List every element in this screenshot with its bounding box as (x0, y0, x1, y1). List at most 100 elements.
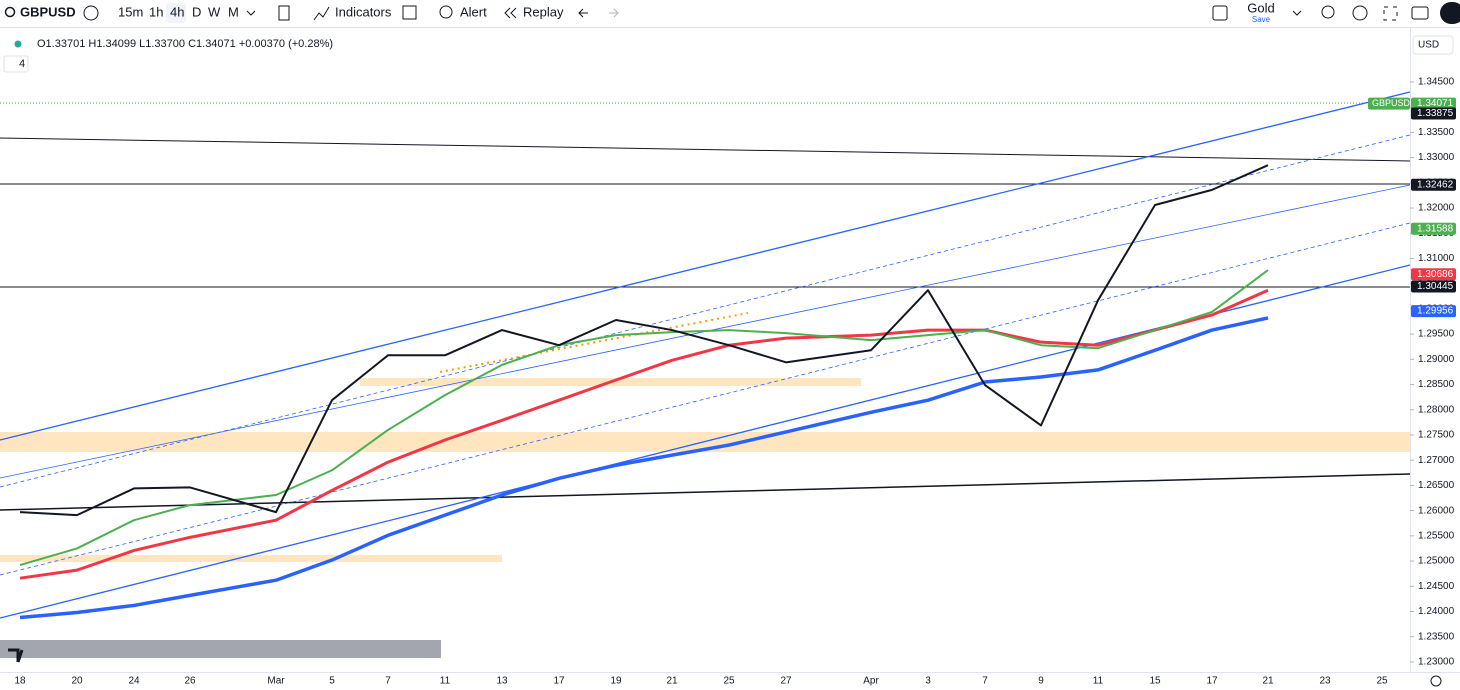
y-tick-label: 1.26000 (1418, 505, 1455, 516)
x-tick-label: Apr (863, 676, 879, 687)
price-label: 1.31588 (1417, 223, 1454, 234)
layout-name[interactable]: Gold (1247, 0, 1274, 15)
y-tick-label: 1.24500 (1418, 581, 1455, 592)
x-tick-label: 27 (780, 676, 792, 687)
search-icon[interactable] (4, 6, 16, 18)
y-tick-label: 1.24000 (1418, 606, 1455, 617)
series-line (19, 316, 1269, 620)
screenshot-button[interactable] (1411, 6, 1429, 20)
y-tick-label: 1.29000 (1418, 354, 1455, 365)
y-tick-label: 1.34500 (1418, 77, 1455, 88)
x-tick-label: 20 (71, 676, 83, 687)
drawings (0, 91, 1411, 663)
interval[interactable]: 4h (170, 4, 184, 19)
symbol-tag-bg (1368, 97, 1410, 110)
layout-toggle[interactable] (1212, 5, 1228, 21)
price-label-bg (1411, 268, 1456, 281)
x-tick-label: 23 (1319, 676, 1331, 687)
interval[interactable]: M (228, 4, 239, 19)
interval[interactable]: W (208, 4, 221, 19)
y-tick-label: 1.28000 (1418, 404, 1455, 415)
dotted-trend (439, 312, 749, 373)
price-label-bg (1411, 97, 1456, 110)
x-tick-label: 25 (1376, 676, 1388, 687)
price-label-bg (1411, 280, 1456, 293)
price-label: 1.34071 (1417, 98, 1454, 109)
x-tick-label: 7 (385, 676, 391, 687)
y-tick-label: 1.23500 (1418, 631, 1455, 642)
x-tick-label: 11 (1093, 676, 1104, 687)
price-label-bg (1411, 222, 1456, 235)
alert-icon[interactable] (439, 5, 453, 19)
interval[interactable]: 1h (149, 4, 163, 19)
channel-line (0, 91, 1411, 441)
symbol[interactable]: GBPUSD (20, 4, 76, 19)
toolbar (0, 0, 1460, 27)
indicator-toggle[interactable] (3, 55, 29, 73)
interval[interactable]: 15m (118, 4, 143, 19)
replay-button[interactable]: Replay (523, 4, 564, 19)
interval-active-bg (166, 3, 186, 23)
y-tick-label: 1.23000 (1418, 657, 1455, 668)
y-tick-label: 1.33000 (1418, 152, 1455, 163)
x-tick-label: 7 (982, 676, 988, 687)
price-label-bg (1411, 305, 1456, 318)
layout-dropdown[interactable] (1292, 10, 1302, 16)
y-tick-label: 1.31000 (1418, 253, 1455, 264)
templates-button[interactable] (402, 5, 417, 20)
x-tick-label: 19 (610, 676, 622, 687)
market-status (14, 40, 22, 48)
replay-icon[interactable] (504, 7, 517, 19)
interval[interactable]: D (192, 4, 201, 19)
quick-search[interactable] (1321, 5, 1335, 19)
indicators-icon[interactable] (313, 6, 330, 21)
currency[interactable]: USD (1418, 40, 1439, 51)
x-tick-label: 18 (14, 676, 26, 687)
axis-settings[interactable] (1430, 675, 1442, 687)
x-tick-label: Mar (267, 676, 285, 687)
series-line (19, 164, 1269, 517)
settings-button[interactable] (1352, 5, 1368, 21)
series-line (19, 288, 1269, 580)
x-tick-label: 25 (723, 676, 735, 687)
y-tick-label: 1.25000 (1418, 556, 1455, 567)
price-label: 1.33875 (1417, 108, 1454, 119)
x-tick-label: 21 (666, 676, 678, 687)
channel-line (0, 222, 1411, 576)
alert-button[interactable]: Alert (460, 4, 487, 19)
indicator-count[interactable]: 4 (19, 58, 25, 70)
interval-dropdown[interactable] (246, 10, 256, 16)
symbol-tag: GBPUSD (1372, 98, 1411, 108)
trend-line (0, 137, 1411, 162)
chart-type-button[interactable] (278, 5, 290, 21)
zone (0, 555, 502, 562)
scrollbar[interactable] (0, 640, 441, 658)
y-tick-label: 1.29500 (1418, 329, 1455, 340)
add-symbol[interactable] (83, 5, 99, 21)
price-label: 1.29956 (1417, 306, 1454, 317)
indicators-button[interactable]: Indicators (335, 4, 392, 19)
price-label-bg (1411, 107, 1456, 120)
x-tick-label: 21 (1262, 676, 1274, 687)
x-tick-label: 5 (329, 676, 335, 687)
y-tick-label: 1.27500 (1418, 430, 1455, 441)
y-tick-label: 1.26500 (1418, 480, 1455, 491)
y-tick-label: 1.28500 (1418, 379, 1455, 390)
x-tick-label: 26 (184, 676, 196, 687)
ohlc-legend: O1.33701 H1.34099 L1.33700 C1.34071 +0.0… (37, 38, 333, 50)
trend-line (0, 473, 1411, 511)
price-label: 1.30445 (1417, 281, 1454, 292)
y-tick-label: 1.27000 (1418, 455, 1455, 466)
publish-button[interactable] (1440, 2, 1460, 24)
redo-button[interactable] (609, 8, 619, 18)
x-tick-label: 11 (440, 676, 451, 687)
x-tick-label: 24 (128, 676, 140, 687)
undo-button[interactable] (578, 8, 588, 18)
x-tick-label: 15 (1149, 676, 1161, 687)
fullscreen-button[interactable] (1383, 6, 1398, 21)
x-tick-label: 3 (925, 676, 931, 687)
x-tick-label: 13 (496, 676, 508, 687)
currency-button[interactable] (1412, 35, 1454, 55)
